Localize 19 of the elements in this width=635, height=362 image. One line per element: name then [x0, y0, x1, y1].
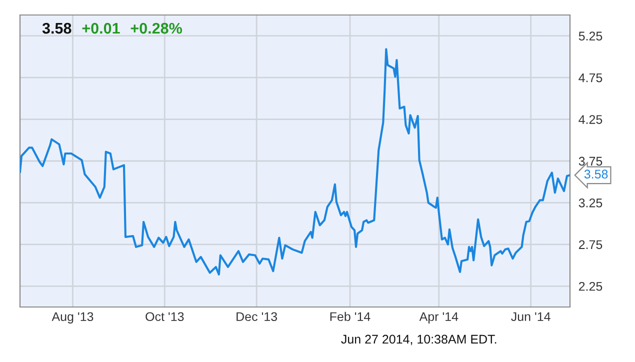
x-tick-label: Oct '13: [146, 312, 184, 322]
data-label: 3.58: [584, 170, 608, 179]
x-tick-label: Apr '14: [419, 312, 458, 324]
y-tick-label: 3.25: [578, 198, 602, 208]
x-tick-label: Aug '13: [52, 312, 94, 324]
y-tick-label: 3.75: [578, 156, 602, 166]
y-tick-label: 2.25: [578, 282, 602, 291]
x-tick-label: Jun '14: [511, 312, 550, 322]
annotation: +0.28%: [130, 22, 182, 34]
y-tick-label: 4.25: [578, 115, 602, 124]
line-series: [20, 48, 570, 276]
y-tick-label: 5.25: [578, 32, 602, 41]
annotation: +0.01: [82, 22, 120, 34]
text: Jun 27 2014, 10:38AM EDT.: [341, 334, 496, 346]
y-tick-label: 4.75: [578, 74, 602, 82]
x-tick-label: Dec '13: [236, 312, 278, 322]
x-tick-label: Feb '14: [330, 312, 370, 322]
annotation: 3.58: [42, 22, 72, 34]
y-tick-label: 2.75: [578, 240, 602, 250]
